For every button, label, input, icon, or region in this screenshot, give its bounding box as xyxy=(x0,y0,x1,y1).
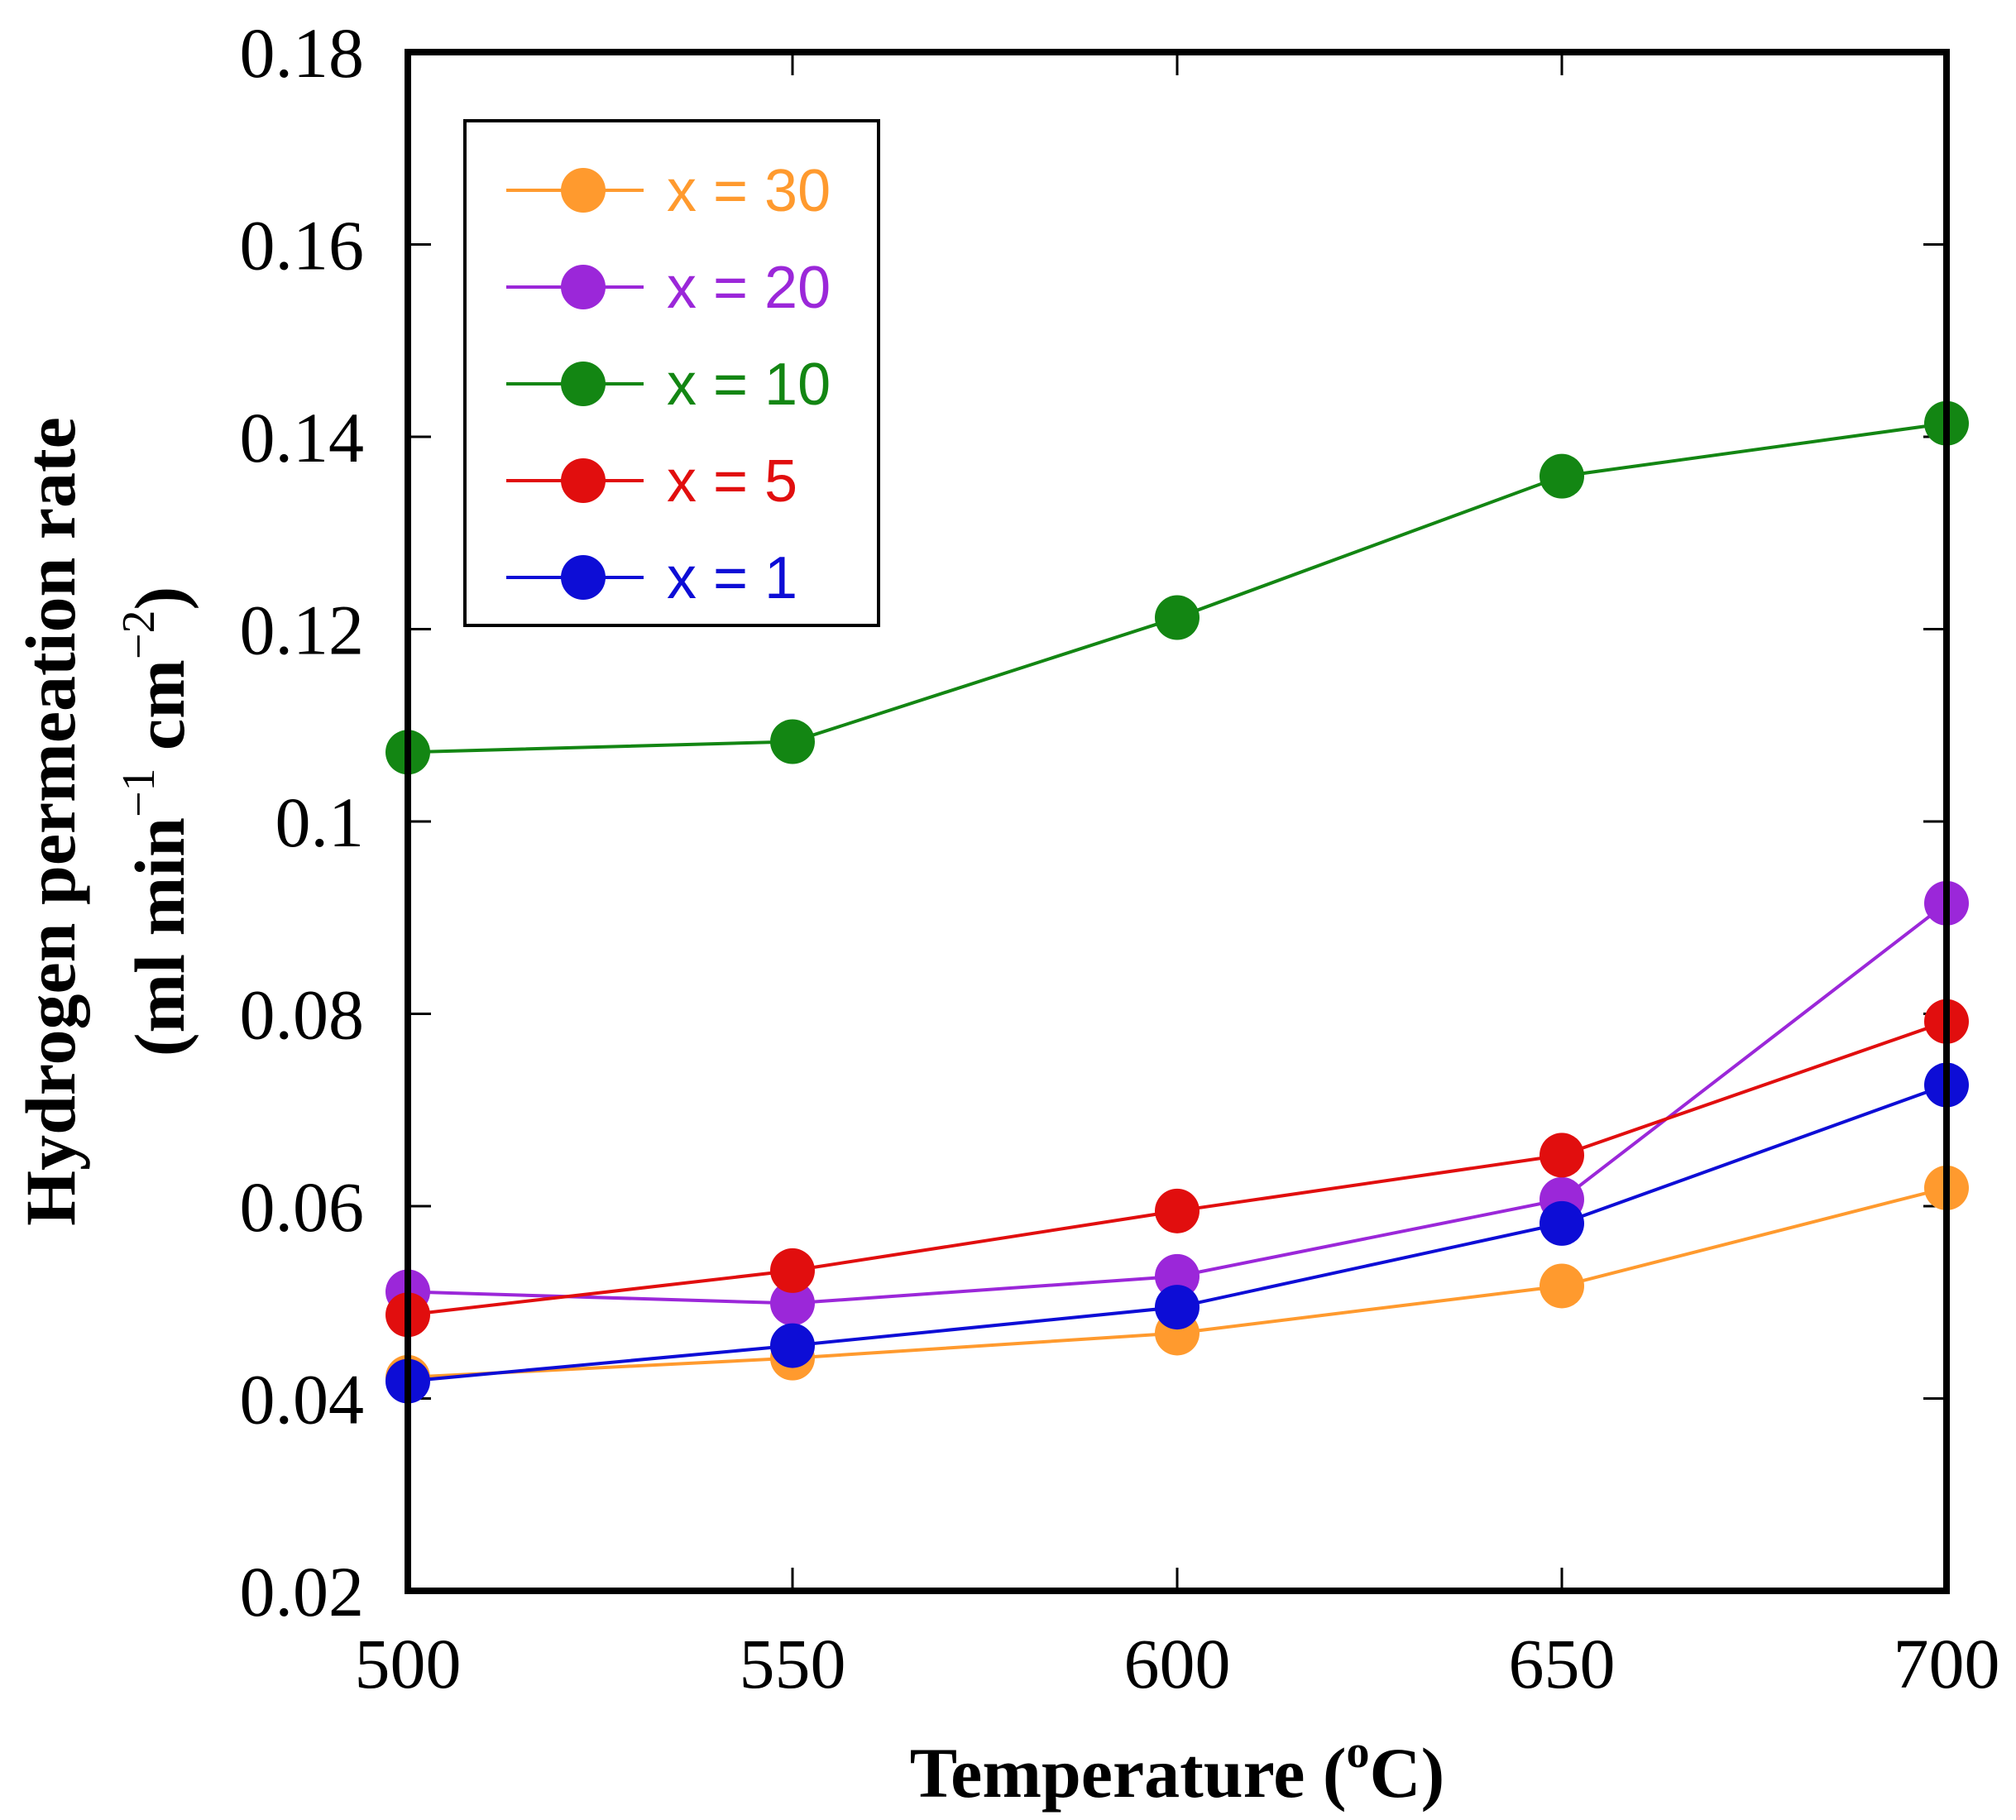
y-tick-label: 0.12 xyxy=(240,591,365,670)
legend-item: x = 1 xyxy=(506,545,797,611)
x-tick-labels: 500 550 600 650 700 xyxy=(355,1624,2000,1703)
data-point xyxy=(1540,1133,1584,1178)
legend-marker xyxy=(561,555,606,600)
plot-frame xyxy=(405,49,1950,1594)
legend-item: x = 20 xyxy=(506,255,831,321)
legend-label: x = 20 xyxy=(667,255,831,321)
y-tick-label: 0.08 xyxy=(240,975,365,1055)
data-point xyxy=(1155,1285,1200,1330)
legend: x = 30 x = 20 x = 10 x = 5 x = 1 xyxy=(463,119,880,627)
data-point xyxy=(770,1323,815,1368)
series-1 xyxy=(385,880,1969,1326)
data-point xyxy=(1155,595,1200,640)
legend-label: x = 10 xyxy=(667,352,831,418)
y-tick-label: 0.16 xyxy=(240,206,365,285)
data-point xyxy=(770,1248,815,1293)
legend-label: x = 5 xyxy=(667,448,797,515)
legend-label: x = 30 xyxy=(667,158,831,224)
x-tick-label: 650 xyxy=(1509,1624,1616,1703)
data-point xyxy=(1540,1263,1584,1309)
data-point xyxy=(1155,1188,1200,1233)
legend-marker xyxy=(561,265,606,309)
legend-box xyxy=(463,119,880,627)
y-axis-title-line2: (ml min−1 cm−2) xyxy=(113,587,199,1056)
legend-marker xyxy=(561,362,606,406)
data-point xyxy=(1540,453,1584,499)
x-tick-label: 500 xyxy=(355,1624,462,1703)
data-point xyxy=(1155,1253,1200,1299)
y-tick-label: 0.14 xyxy=(240,398,365,477)
x-tick-label: 700 xyxy=(1894,1624,2000,1703)
y-tick-label: 0.06 xyxy=(240,1167,365,1247)
x-axis-title: Temperature (oC) xyxy=(910,1727,1445,1813)
legend-label: x = 1 xyxy=(667,545,797,611)
series-layer xyxy=(385,400,1969,1404)
series-2 xyxy=(385,400,1969,775)
y-tick-label: 0.18 xyxy=(240,13,365,93)
y-tick-label: 0.04 xyxy=(240,1360,365,1439)
series-3 xyxy=(385,999,1969,1338)
data-point xyxy=(1540,1200,1584,1246)
y-tick-labels: 0.02 0.04 0.06 0.08 0.1 0.12 0.14 0.16 0.18 xyxy=(240,13,365,1631)
data-point xyxy=(770,719,815,764)
y-tick-label: 0.1 xyxy=(275,783,365,862)
x-tick-label: 600 xyxy=(1124,1624,1231,1703)
y-axis-title: Hydrogen permeation rate (ml min−1 cm−2) xyxy=(11,417,199,1226)
x-tick-label: 550 xyxy=(740,1624,846,1703)
legend-item: x = 10 xyxy=(506,352,831,418)
legend-marker xyxy=(561,458,606,503)
legend-item: x = 30 xyxy=(506,158,831,224)
y-tick-label: 0.02 xyxy=(240,1552,365,1631)
legend-item: x = 5 xyxy=(506,448,797,515)
y-axis-title-line1: Hydrogen permeation rate xyxy=(11,417,90,1226)
data-point xyxy=(770,1281,815,1326)
legend-marker xyxy=(561,168,606,213)
